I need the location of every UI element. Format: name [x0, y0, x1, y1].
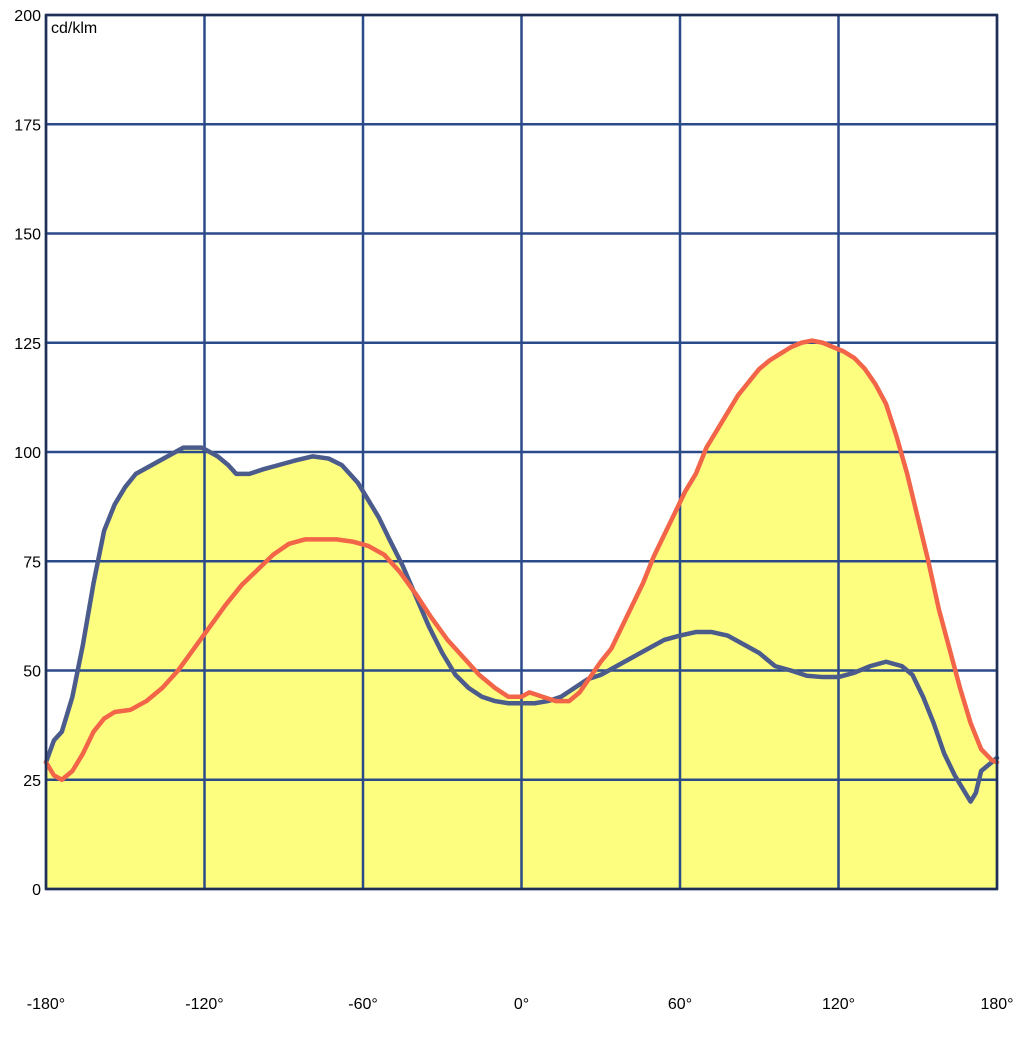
plot-frame	[44, 13, 999, 891]
area-fill	[46, 340, 997, 889]
unit-label: cd/klm	[51, 20, 97, 37]
y-tick-label: 150	[14, 227, 41, 244]
series-line-2	[43, 338, 1000, 782]
y-tick-label: 0	[32, 882, 41, 899]
x-tick-label: 60°	[668, 996, 692, 1013]
y-tick-label: 200	[14, 8, 41, 25]
y-tick-label: 100	[14, 445, 41, 462]
x-tick-label: -60°	[348, 996, 378, 1013]
x-tick-label: 0°	[514, 996, 529, 1013]
y-tick-label: 175	[14, 117, 41, 134]
x-tick-labels: -180° -120° -60° 0° 60° 120° 180°	[27, 996, 1014, 1013]
series-layer	[43, 338, 1000, 804]
y-tick-label: 50	[23, 664, 41, 681]
y-tick-label: 75	[23, 554, 41, 571]
x-tick-label: 120°	[822, 996, 855, 1013]
y-tick-label: 125	[14, 336, 41, 353]
y-tick-labels: 0 25 50 75 100 125 150 175 200	[14, 8, 41, 899]
x-tick-label: -120°	[185, 996, 223, 1013]
x-tick-label: -180°	[27, 996, 65, 1013]
x-tick-label: 180°	[980, 996, 1013, 1013]
series-line-1	[43, 445, 1000, 804]
area-fill-layer	[46, 340, 997, 889]
y-tick-label: 25	[23, 773, 41, 790]
